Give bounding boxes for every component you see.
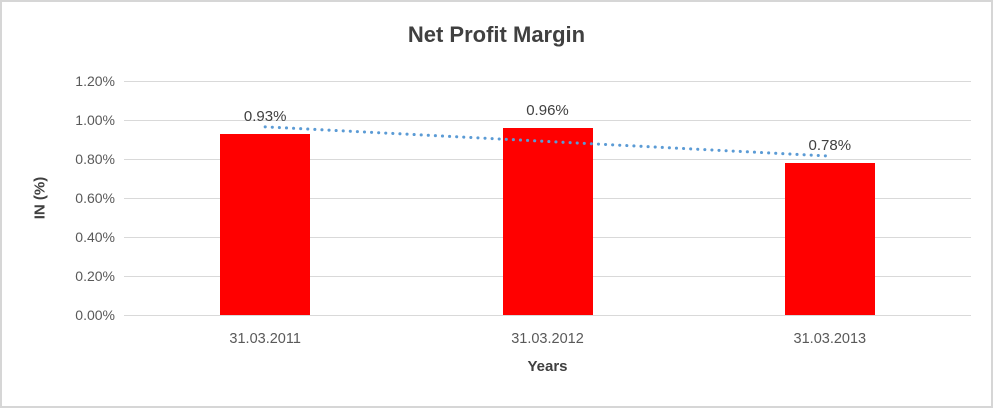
y-axis-tick-label: 0.40% <box>75 229 115 245</box>
data-label-31.03.2012: 0.96% <box>526 101 569 119</box>
y-axis-tick-label: 0.80% <box>75 151 115 167</box>
bar-31.03.2011 <box>220 133 311 315</box>
x-axis-line <box>124 314 971 316</box>
gridline <box>124 80 971 82</box>
gridline <box>124 119 971 121</box>
x-axis-tick-label: 31.03.2013 <box>793 331 867 347</box>
x-axis-title: Years <box>527 358 568 375</box>
y-axis-tick-label: 0.60% <box>75 190 115 206</box>
bar-31.03.2013 <box>784 162 875 315</box>
chart-title: Net Profit Margin <box>407 22 586 47</box>
data-label-31.03.2011: 0.93% <box>243 107 287 125</box>
x-axis-tick-label: 31.03.2012 <box>511 331 584 347</box>
y-axis-tick-label: 0.20% <box>75 268 115 284</box>
y-axis-tick-label: 0.00% <box>75 307 115 323</box>
x-axis-tick-label: 31.03.2011 <box>229 331 301 347</box>
data-label-31.03.2013: 0.78% <box>808 136 852 154</box>
bar-31.03.2012 <box>502 127 593 315</box>
y-axis-tick-label: 1.00% <box>75 112 115 128</box>
y-axis-tick-label: 1.20% <box>75 73 115 89</box>
